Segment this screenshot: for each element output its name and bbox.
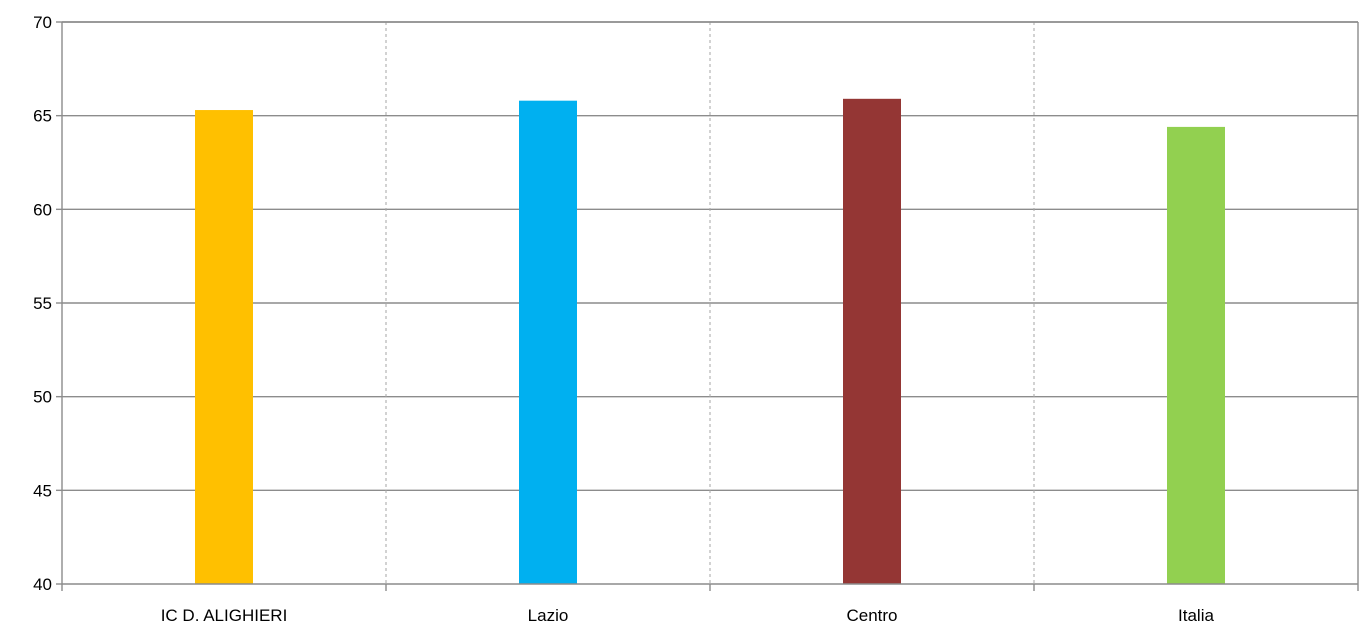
x-tick-label: IC D. ALIGHIERI <box>161 606 288 625</box>
bar-lazio <box>519 100 577 585</box>
y-tick-labels: 40 45 50 55 60 65 70 <box>33 13 52 594</box>
y-tick-label: 55 <box>33 294 52 313</box>
y-tick-label: 60 <box>33 200 52 219</box>
y-tick-label: 65 <box>33 107 52 126</box>
bar-ic-d-alighieri <box>195 110 253 585</box>
bars <box>195 98 1225 585</box>
axes <box>56 21 1359 591</box>
gridlines <box>62 21 1358 584</box>
y-tick-label: 45 <box>33 481 52 500</box>
x-tick-labels: IC D. ALIGHIERI Lazio Centro Italia <box>161 606 1215 625</box>
y-tick-label: 40 <box>33 575 52 594</box>
x-tick-label: Italia <box>1178 606 1214 625</box>
x-tick-label: Lazio <box>528 606 569 625</box>
y-tick-label: 70 <box>33 13 52 32</box>
y-tick-label: 50 <box>33 388 52 407</box>
x-tick-label: Centro <box>846 606 897 625</box>
bar-italia <box>1167 126 1225 584</box>
bar-centro <box>843 98 901 584</box>
